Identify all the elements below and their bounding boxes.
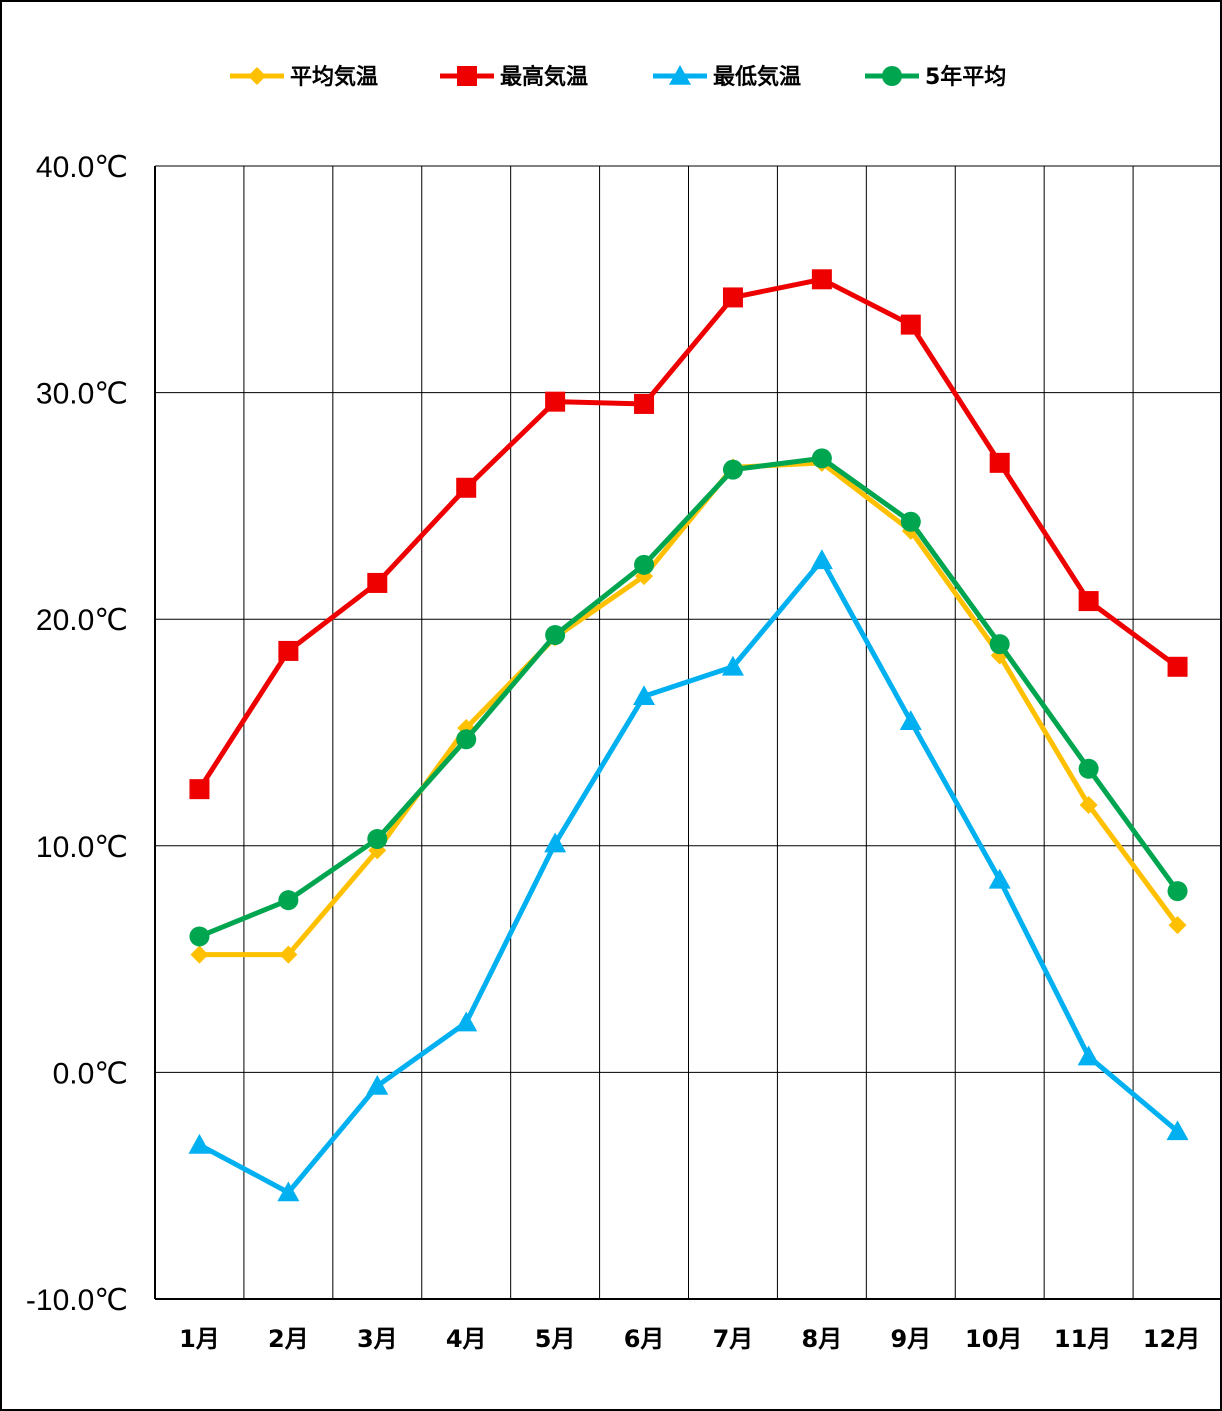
- series-3: [189, 448, 1188, 947]
- x-tick-label: 6月: [624, 1325, 665, 1353]
- x-tick-label: 4月: [446, 1325, 487, 1353]
- data-point: [366, 1074, 389, 1095]
- data-point: [545, 625, 566, 646]
- series-line: [198, 455, 1180, 939]
- legend-label: 最低気温: [713, 64, 801, 90]
- data-point: [189, 926, 210, 947]
- x-tick-label: 1月: [179, 1325, 220, 1353]
- legend-item-0: 平均気温: [230, 64, 378, 90]
- y-tick-label: 30.0℃: [36, 378, 128, 411]
- x-tick-label: 10月: [965, 1325, 1022, 1353]
- x-tick-label: 5月: [535, 1325, 576, 1353]
- y-tick-label: 10.0℃: [36, 831, 128, 864]
- x-tick-label: 9月: [890, 1325, 931, 1353]
- legend: 平均気温 最高気温 最低気温 5年平均: [230, 64, 1006, 90]
- legend-marker: [669, 65, 691, 85]
- series-lines: [188, 269, 1189, 1202]
- series-line: [198, 557, 1180, 1195]
- data-point: [1168, 916, 1187, 935]
- data-point: [1167, 656, 1188, 677]
- data-point: [1077, 1045, 1100, 1066]
- data-point: [633, 685, 656, 706]
- y-tick-label: -10.0℃: [26, 1284, 128, 1317]
- legend-marker: [882, 66, 902, 86]
- x-tick-label: 3月: [357, 1325, 398, 1353]
- data-point: [989, 634, 1010, 655]
- x-tick-label: 2月: [268, 1325, 309, 1353]
- data-point: [722, 459, 743, 480]
- y-tick-label: 40.0℃: [36, 151, 128, 184]
- legend-label: 最高気温: [500, 64, 588, 90]
- x-tick-label: 11月: [1054, 1325, 1111, 1353]
- data-point: [811, 448, 832, 469]
- data-point: [899, 710, 922, 730]
- legend-item-2: 最低気温: [653, 64, 801, 90]
- data-point: [1166, 1120, 1189, 1141]
- series-0: [190, 453, 1187, 964]
- data-point: [1167, 881, 1188, 902]
- legend-label: 平均気温: [290, 64, 378, 90]
- x-tick-labels: 1月 2月 3月 4月 5月 6月 7月 8月 9月 10月 11月 12月: [179, 1325, 1200, 1353]
- data-point: [988, 868, 1011, 889]
- series-line: [199, 460, 1180, 958]
- legend-marker: [248, 67, 266, 85]
- data-point: [722, 287, 743, 308]
- data-point: [634, 554, 655, 575]
- data-point: [455, 1011, 478, 1032]
- grid-lines: [155, 165, 1222, 1300]
- series-line: [197, 276, 1180, 791]
- data-point: [456, 729, 477, 750]
- x-tick-label: 12月: [1143, 1325, 1200, 1353]
- x-tick-label: 8月: [802, 1325, 843, 1353]
- data-point: [544, 832, 567, 853]
- data-point: [189, 779, 210, 800]
- x-tick-label: 7月: [713, 1325, 754, 1353]
- legend-item-1: 最高気温: [440, 64, 588, 90]
- data-point: [456, 477, 477, 498]
- data-point: [1078, 758, 1099, 779]
- data-point: [1079, 796, 1098, 815]
- series-2: [188, 549, 1189, 1202]
- data-point: [545, 391, 566, 412]
- data-point: [900, 511, 921, 532]
- data-point: [1078, 591, 1099, 612]
- data-point: [634, 393, 655, 414]
- data-point: [188, 1133, 211, 1154]
- legend-label: 5年平均: [925, 64, 1006, 90]
- y-tick-label: 20.0℃: [36, 604, 128, 637]
- y-tick-label: 0.0℃: [53, 1057, 128, 1090]
- data-point: [278, 890, 299, 911]
- data-point: [810, 549, 833, 570]
- data-point: [811, 269, 832, 290]
- data-point: [277, 1181, 300, 1202]
- y-tick-labels: -10.0℃ 0.0℃ 10.0℃ 20.0℃ 30.0℃ 40.0℃: [26, 151, 128, 1317]
- legend-marker: [457, 66, 477, 86]
- data-point: [721, 655, 744, 676]
- data-point: [367, 829, 388, 850]
- data-point: [989, 452, 1010, 473]
- data-point: [278, 640, 299, 661]
- axes: [154, 166, 1222, 1300]
- series-1: [189, 269, 1188, 800]
- data-point: [190, 945, 209, 964]
- data-point: [367, 572, 388, 593]
- legend-item-3: 5年平均: [865, 64, 1006, 90]
- data-point: [279, 945, 298, 964]
- data-point: [900, 314, 921, 335]
